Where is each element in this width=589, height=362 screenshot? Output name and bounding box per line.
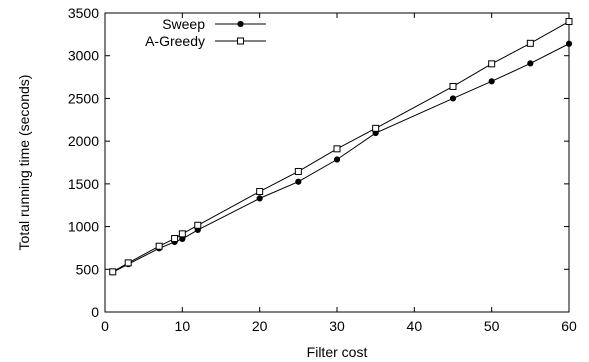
y-tick-label: 500 xyxy=(76,261,100,277)
a-greedy-point xyxy=(178,230,186,238)
y-tick-label: 2000 xyxy=(68,133,99,149)
a-greedy-point xyxy=(488,60,496,68)
a-greedy-point xyxy=(171,235,179,243)
legend-marker-sweep xyxy=(237,20,244,28)
y-tick-label: 3500 xyxy=(68,5,99,21)
sweep-point xyxy=(333,156,341,163)
x-tick-label: 10 xyxy=(175,318,191,334)
a-greedy-point xyxy=(565,18,573,26)
sweep-point xyxy=(256,195,263,202)
a-greedy-point xyxy=(449,82,457,90)
a-greedy-point xyxy=(372,124,380,132)
a-greedy-point xyxy=(256,188,264,196)
sweep-point xyxy=(295,178,302,185)
a-greedy-point xyxy=(155,242,163,250)
x-tick-label: 0 xyxy=(101,318,109,334)
y-tick-label: 1500 xyxy=(68,176,99,192)
a-greedy-point xyxy=(526,39,534,47)
legend-marker-a-greedy xyxy=(237,37,244,45)
x-tick-label: 30 xyxy=(329,318,345,334)
a-greedy-point xyxy=(194,221,202,229)
x-tick-label: 20 xyxy=(252,318,268,334)
a-greedy-point xyxy=(124,259,132,267)
sweep-point xyxy=(565,40,573,47)
series-sweep xyxy=(109,40,573,276)
y-tick-label: 2500 xyxy=(68,90,99,106)
a-greedy-point xyxy=(333,145,341,153)
series-layer xyxy=(109,18,573,276)
a-greedy-point xyxy=(109,268,117,276)
a-greedy-point xyxy=(294,167,302,175)
x-axis-label: Filter cost xyxy=(307,344,368,360)
legend-label-sweep: Sweep xyxy=(162,16,205,32)
x-tick-label: 60 xyxy=(561,318,577,334)
y-axis-label: Total running time (seconds) xyxy=(16,75,32,251)
sweep-point xyxy=(488,78,495,85)
x-tick-label: 40 xyxy=(407,318,423,334)
y-tick-label: 3000 xyxy=(68,48,99,64)
y-tick-label: 1000 xyxy=(68,219,99,235)
ticks: 0 10 20 30 40 50 60 0 500 1000 1500 2000 2500 3000 350… xyxy=(68,5,577,334)
series-a-greedy xyxy=(109,18,573,276)
sweep-point xyxy=(449,95,457,102)
x-tick-label: 50 xyxy=(484,318,500,334)
legend-label-a-greedy: A-Greedy xyxy=(145,33,205,49)
sweep-point xyxy=(527,60,534,67)
y-tick-label: 0 xyxy=(91,304,99,320)
